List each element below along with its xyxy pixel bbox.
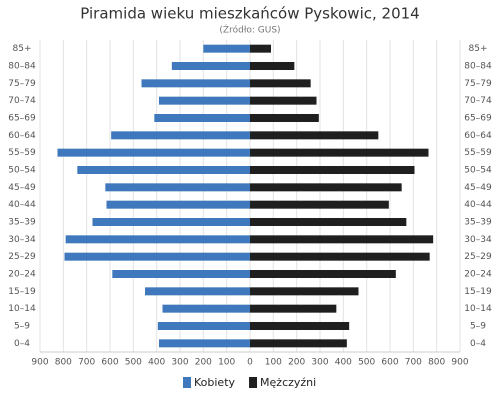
category-label: 65–69 (464, 114, 492, 124)
category-label: 15–19 (8, 287, 36, 297)
category-label: 80–84 (8, 62, 36, 72)
bar (250, 44, 271, 53)
bar (154, 114, 250, 122)
x-tick-label: 0 (247, 358, 253, 368)
category-label: 20–24 (464, 270, 492, 280)
category-label: 50–54 (464, 166, 492, 176)
bar (203, 44, 250, 53)
x-tick-label: 200 (288, 358, 305, 368)
category-label: 40–44 (464, 200, 492, 210)
category-label: 75–79 (8, 79, 36, 89)
x-tick-label: 700 (405, 358, 422, 368)
x-tick-label: 100 (265, 358, 282, 368)
bar (105, 183, 250, 192)
category-label: 40–44 (8, 200, 36, 210)
category-label: 15–19 (464, 287, 492, 297)
category-label: 70–74 (464, 96, 492, 106)
category-label: 10–14 (8, 304, 36, 314)
bar (92, 218, 250, 226)
category-label: 50–54 (8, 166, 36, 176)
chart-title: Piramida wieku mieszkańców Pyskowic, 201… (80, 5, 419, 23)
bar (157, 322, 250, 330)
category-label: 30–34 (8, 235, 36, 245)
bar (250, 114, 319, 122)
category-label: 65–69 (8, 114, 36, 124)
bar (141, 79, 250, 88)
category-label: 35–39 (464, 218, 492, 228)
x-tick-label: 100 (218, 358, 235, 368)
category-label: 60–64 (8, 131, 36, 141)
bar (159, 339, 250, 348)
category-label: 25–29 (464, 252, 492, 262)
category-label: 5–9 (470, 322, 486, 332)
bar (65, 235, 251, 244)
category-label: 25–29 (8, 252, 36, 262)
bar (250, 148, 429, 157)
bar (111, 131, 251, 140)
category-label: 80–84 (464, 62, 492, 72)
legend-label: Kobiety (194, 376, 236, 389)
legend-swatch (183, 377, 191, 388)
bar (112, 270, 250, 278)
bar (250, 183, 402, 192)
chart-subtitle: (Źródło: GUS) (219, 24, 280, 36)
bar (250, 304, 337, 313)
bar (250, 270, 396, 278)
category-label: 0–4 (470, 339, 486, 349)
category-label: 20–24 (8, 270, 36, 280)
x-tick-label: 600 (101, 358, 118, 368)
category-label: 55–59 (8, 148, 36, 158)
bar (250, 322, 350, 330)
category-label: 55–59 (464, 148, 492, 158)
category-label: 85+ (469, 44, 488, 54)
category-label: 0–4 (14, 339, 30, 349)
bar (145, 287, 250, 296)
bar (250, 200, 389, 209)
category-label: 30–34 (464, 235, 492, 245)
x-tick-label: 900 (451, 358, 468, 368)
category-label: 70–74 (8, 96, 36, 106)
category-label: 60–64 (464, 131, 492, 141)
x-tick-label: 800 (55, 358, 72, 368)
category-label: 10–14 (464, 304, 492, 314)
legend-label: Mężczyźni (260, 376, 316, 389)
x-tick-label: 500 (358, 358, 375, 368)
x-tick-label: 300 (171, 358, 188, 368)
x-tick-label: 400 (148, 358, 165, 368)
category-label: 5–9 (14, 322, 30, 332)
bar (250, 339, 347, 348)
bar (250, 62, 295, 70)
x-tick-label: 800 (428, 358, 445, 368)
category-label: 45–49 (8, 183, 36, 193)
bar (250, 131, 379, 140)
x-tick-label: 700 (78, 358, 95, 368)
x-tick-label: 300 (311, 358, 328, 368)
bar (57, 148, 250, 157)
bar (162, 304, 250, 313)
category-label: 35–39 (8, 218, 36, 228)
category-label: 75–79 (464, 79, 492, 89)
category-label: 85+ (13, 44, 32, 54)
bar (159, 96, 250, 105)
x-tick-label: 900 (31, 358, 48, 368)
legend-swatch (249, 377, 258, 388)
bar (250, 166, 415, 174)
x-tick-label: 600 (381, 358, 398, 368)
bar (250, 252, 430, 261)
bar (250, 235, 434, 244)
bar (106, 200, 250, 209)
bar (77, 166, 250, 174)
bar (250, 96, 317, 105)
bar (250, 79, 311, 88)
bar (250, 218, 407, 226)
x-tick-label: 200 (195, 358, 212, 368)
bar (250, 287, 359, 296)
category-label: 45–49 (464, 183, 492, 193)
x-tick-label: 500 (125, 358, 142, 368)
bar (171, 62, 250, 70)
x-tick-label: 400 (335, 358, 352, 368)
bar (64, 252, 250, 261)
